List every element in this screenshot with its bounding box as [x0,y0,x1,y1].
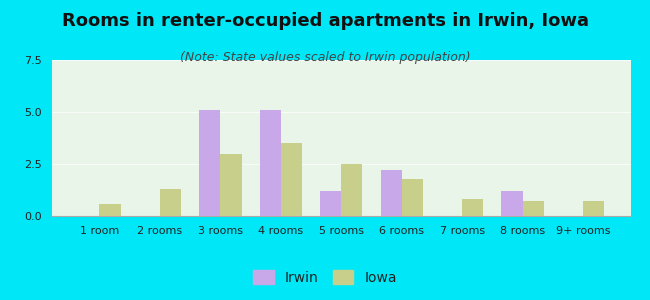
Bar [402,178,423,216]
Bar [320,191,341,216]
Bar [281,143,302,216]
Bar [160,189,181,216]
Legend: Irwin, Iowa: Irwin, Iowa [248,264,402,290]
Bar [341,164,363,216]
Bar [199,110,220,216]
Bar [380,170,402,216]
Bar [501,191,523,216]
Bar [583,201,605,216]
Bar [523,201,544,216]
Bar [462,200,484,216]
Bar [259,110,281,216]
Text: Rooms in renter-occupied apartments in Irwin, Iowa: Rooms in renter-occupied apartments in I… [62,12,588,30]
Bar [220,154,242,216]
Text: (Note: State values scaled to Irwin population): (Note: State values scaled to Irwin popu… [179,51,471,64]
Bar [99,203,121,216]
